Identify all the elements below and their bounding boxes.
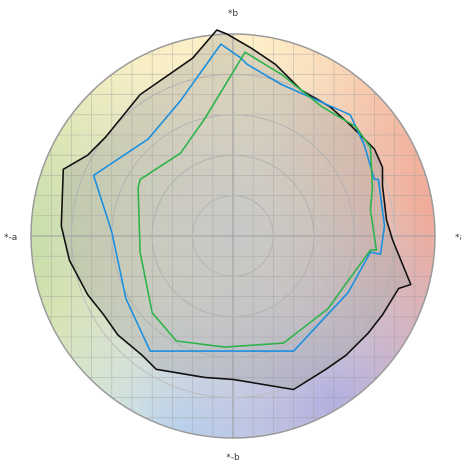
series-polygon-1 bbox=[60, 29, 412, 391]
axis-label-right: *a bbox=[455, 233, 461, 243]
grid-ring bbox=[111, 114, 355, 358]
grid-ring bbox=[151, 154, 315, 318]
axis-label-top: *b bbox=[228, 9, 239, 19]
grid-ring bbox=[192, 195, 274, 277]
grid-ring bbox=[70, 73, 396, 399]
grid-rings bbox=[70, 73, 396, 399]
outer-circle bbox=[30, 33, 436, 439]
series-polygon-2 bbox=[92, 43, 386, 352]
axis-label-left: *-a bbox=[4, 233, 17, 243]
series-polygon-3 bbox=[137, 51, 378, 348]
series-layer bbox=[60, 29, 412, 391]
axis-label-bottom: *-b bbox=[226, 453, 240, 463]
